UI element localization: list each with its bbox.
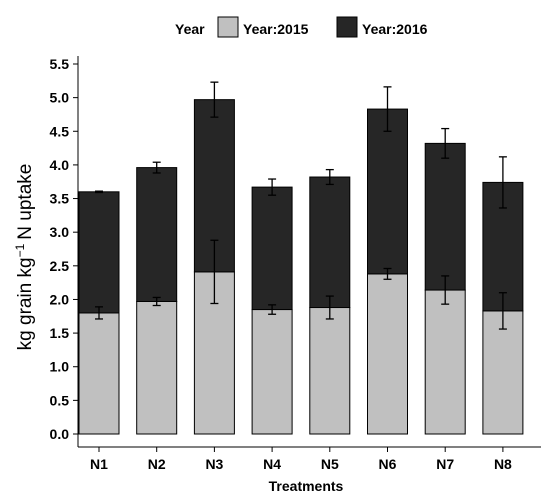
y-tick-label: 4.0	[50, 157, 70, 173]
bar-2015-n2	[136, 300, 178, 435]
bar-2016-n6	[367, 108, 408, 275]
x-tick-label-n8: N8	[494, 456, 512, 472]
y-tick-label: 3.5	[50, 191, 70, 207]
error-bar-2015-n3	[210, 239, 219, 305]
x-ticks: N1 N2 N3 N4 N5 N6 N7 N8	[90, 447, 512, 472]
x-tick-label-n3: N3	[205, 456, 223, 472]
legend-title: Year	[175, 21, 205, 37]
error-bars	[95, 81, 507, 330]
legend-swatch-2016	[336, 16, 358, 38]
error-bar-2015-n6	[383, 267, 392, 280]
bar-2015-n6	[367, 273, 408, 435]
bars	[78, 99, 524, 435]
x-axis-title: Treatments	[269, 478, 344, 494]
y-tick-label: 5.0	[50, 90, 70, 106]
y-axis-title-part2: N uptake	[15, 164, 36, 240]
x-tick-label-n4: N4	[263, 456, 281, 472]
x-tick-label-n6: N6	[379, 456, 397, 472]
y-tick-label: 0.5	[50, 392, 70, 408]
error-bar-2015-n1	[95, 306, 103, 320]
error-bar-2015-n8	[498, 292, 507, 330]
error-bar-2015-n7	[441, 275, 450, 305]
bar-2015-n8	[482, 310, 524, 435]
error-bar-2016-n8	[498, 156, 507, 209]
x-tick-label-n5: N5	[321, 456, 339, 472]
y-tick-label: 1.5	[50, 325, 70, 341]
y-tick-label: 2.5	[50, 258, 70, 274]
x-tick-label-n7: N7	[436, 456, 454, 472]
y-tick-label: 5.5	[50, 56, 70, 72]
y-tick-label: 1.0	[50, 359, 70, 375]
x-tick-label-n1: N1	[90, 456, 108, 472]
bar-2015-n4	[251, 309, 293, 435]
bar-2016-n1	[78, 191, 120, 314]
bar-2016-n5	[309, 176, 351, 309]
legend-label-2015: Year:2015	[243, 21, 309, 37]
error-bar-2015-n4	[268, 304, 277, 315]
y-axis-title-part1: kg grain kg	[15, 257, 36, 350]
legend: Year Year:2015 Year:2016	[175, 16, 428, 38]
error-bar-2016-n2	[152, 161, 161, 174]
error-bar-2016-n5	[325, 168, 334, 186]
error-bar-2016-n7	[441, 127, 450, 159]
error-bar-2016-n6	[383, 86, 392, 132]
bar-2015-n7	[424, 289, 466, 435]
y-tick-label: 0.0	[50, 426, 70, 442]
error-bar-2016-n3	[210, 81, 219, 118]
error-bar-2016-n1	[95, 190, 103, 194]
y-tick-label: 4.5	[50, 123, 70, 139]
error-bar-2015-n2	[152, 296, 161, 307]
y-tick-label: 3.0	[50, 224, 70, 240]
y-axis-title: kg grain kg−1 N uptake	[13, 164, 36, 351]
error-bar-2016-n4	[268, 178, 277, 196]
bar-2016-n7	[424, 142, 466, 291]
legend-label-2016: Year:2016	[362, 21, 428, 37]
y-axis-title-superscript: −1	[13, 243, 27, 257]
bar-2015-n1	[78, 312, 120, 435]
error-bar-2015-n5	[325, 295, 334, 320]
bar-2016-n4	[251, 186, 293, 311]
y-ticks: 0.0 0.5 1.0 1.5 2.0 2.5 3.0 3.5 4.0 4.5 5.0 5.5	[50, 56, 78, 442]
x-tick-label-n2: N2	[148, 456, 166, 472]
legend-swatch-2015	[217, 16, 239, 38]
bar-2016-n2	[136, 167, 178, 302]
y-tick-label: 2.0	[50, 291, 70, 307]
bar-2015-n5	[309, 307, 351, 435]
